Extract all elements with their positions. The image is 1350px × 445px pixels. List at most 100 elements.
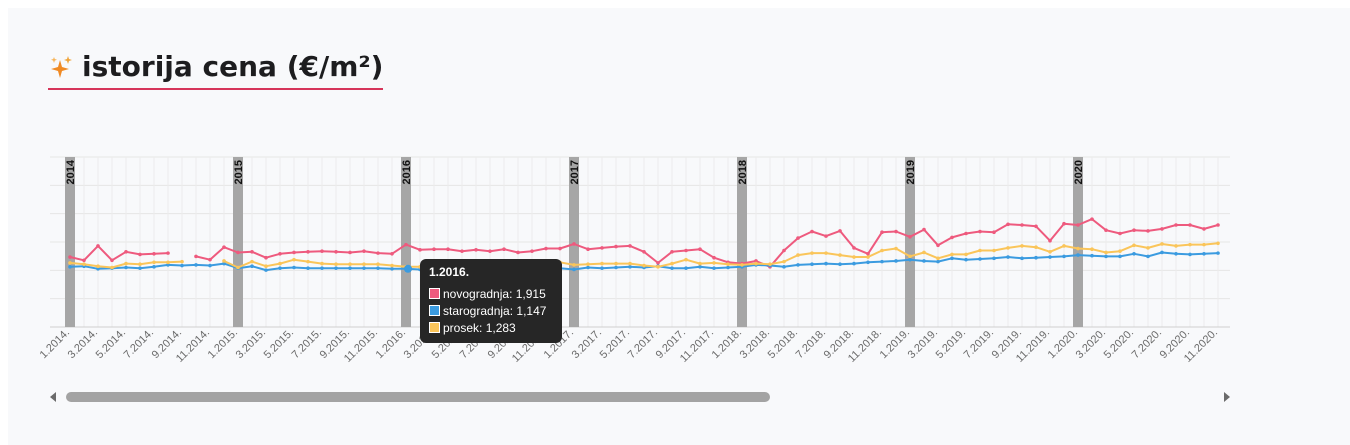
data-point[interactable] bbox=[754, 259, 758, 263]
data-point[interactable] bbox=[824, 261, 828, 266]
data-point[interactable] bbox=[866, 260, 870, 265]
data-point[interactable] bbox=[68, 255, 72, 259]
data-point[interactable] bbox=[768, 262, 772, 267]
data-point[interactable] bbox=[908, 234, 912, 239]
data-point[interactable] bbox=[166, 260, 170, 265]
data-point[interactable] bbox=[796, 263, 800, 267]
data-point[interactable] bbox=[1104, 228, 1108, 233]
data-point[interactable] bbox=[1146, 246, 1150, 250]
data-point[interactable] bbox=[278, 266, 282, 270]
data-point[interactable] bbox=[1216, 241, 1220, 246]
data-point[interactable] bbox=[1174, 244, 1178, 248]
data-point[interactable] bbox=[950, 252, 954, 257]
data-point[interactable] bbox=[796, 253, 800, 257]
data-point[interactable] bbox=[1090, 253, 1094, 258]
data-point[interactable] bbox=[1174, 223, 1178, 227]
data-point[interactable] bbox=[432, 247, 436, 251]
data-point[interactable] bbox=[642, 250, 646, 254]
data-point[interactable] bbox=[208, 257, 212, 262]
data-point[interactable] bbox=[964, 252, 968, 257]
data-point[interactable] bbox=[180, 263, 184, 268]
data-point[interactable] bbox=[558, 246, 562, 251]
data-point[interactable] bbox=[348, 262, 352, 267]
data-point[interactable] bbox=[614, 261, 618, 266]
data-point[interactable] bbox=[670, 250, 674, 254]
data-point[interactable] bbox=[880, 230, 884, 234]
data-point[interactable] bbox=[488, 249, 492, 253]
data-point[interactable] bbox=[1188, 252, 1192, 257]
data-point[interactable] bbox=[390, 251, 394, 256]
data-point[interactable] bbox=[222, 259, 226, 263]
data-point[interactable] bbox=[698, 261, 702, 266]
data-point[interactable] bbox=[320, 261, 324, 266]
data-point[interactable] bbox=[628, 244, 632, 248]
data-point[interactable] bbox=[894, 246, 898, 251]
data-point[interactable] bbox=[138, 266, 142, 270]
data-point[interactable] bbox=[1202, 227, 1206, 231]
data-point[interactable] bbox=[166, 251, 170, 255]
data-point[interactable] bbox=[992, 230, 996, 234]
data-point[interactable] bbox=[250, 264, 254, 268]
data-point[interactable] bbox=[1090, 217, 1094, 221]
scroll-left-arrow-icon[interactable] bbox=[50, 392, 56, 402]
data-point[interactable] bbox=[1118, 231, 1122, 236]
data-point[interactable] bbox=[810, 229, 814, 234]
data-point[interactable] bbox=[1034, 224, 1038, 229]
data-point[interactable] bbox=[348, 266, 352, 270]
data-point[interactable] bbox=[1146, 254, 1150, 259]
data-point[interactable] bbox=[404, 242, 408, 247]
data-point[interactable] bbox=[1076, 246, 1080, 251]
data-point[interactable] bbox=[838, 229, 842, 233]
data-point[interactable] bbox=[838, 253, 842, 257]
data-point[interactable] bbox=[1132, 251, 1136, 256]
scroll-right-arrow-icon[interactable] bbox=[1224, 392, 1230, 402]
data-point[interactable] bbox=[656, 265, 660, 269]
scroll-thumb[interactable] bbox=[66, 392, 770, 402]
data-point[interactable] bbox=[320, 249, 324, 253]
data-point[interactable] bbox=[810, 262, 814, 267]
data-point[interactable] bbox=[82, 258, 86, 263]
data-point[interactable] bbox=[446, 247, 450, 251]
data-point[interactable] bbox=[1020, 244, 1024, 248]
data-point[interactable] bbox=[236, 265, 240, 270]
data-point[interactable] bbox=[1048, 255, 1052, 259]
data-point[interactable] bbox=[922, 250, 926, 255]
data-point[interactable] bbox=[964, 231, 968, 236]
data-point[interactable] bbox=[1160, 250, 1164, 255]
data-point[interactable] bbox=[684, 257, 688, 262]
data-point[interactable] bbox=[390, 267, 394, 271]
data-point[interactable] bbox=[1090, 247, 1094, 251]
data-point[interactable] bbox=[418, 248, 422, 252]
data-point[interactable] bbox=[880, 259, 884, 264]
data-point[interactable] bbox=[628, 265, 632, 269]
data-point[interactable] bbox=[852, 246, 856, 250]
data-point[interactable] bbox=[1104, 250, 1108, 255]
data-point[interactable] bbox=[1006, 255, 1010, 259]
data-point[interactable] bbox=[124, 250, 128, 254]
data-point[interactable] bbox=[516, 250, 520, 255]
data-point[interactable] bbox=[782, 259, 786, 264]
data-point[interactable] bbox=[572, 263, 576, 267]
data-point[interactable] bbox=[586, 262, 590, 267]
data-point[interactable] bbox=[362, 249, 366, 253]
data-point[interactable] bbox=[82, 262, 86, 267]
data-point[interactable] bbox=[236, 250, 240, 255]
data-point[interactable] bbox=[1202, 242, 1206, 247]
data-point[interactable] bbox=[1118, 254, 1122, 259]
data-point[interactable] bbox=[908, 254, 912, 259]
data-point[interactable] bbox=[250, 259, 254, 264]
data-point[interactable] bbox=[824, 251, 828, 255]
data-point[interactable] bbox=[712, 255, 716, 260]
data-point[interactable] bbox=[292, 250, 296, 255]
data-point[interactable] bbox=[1020, 256, 1024, 261]
data-point[interactable] bbox=[992, 248, 996, 253]
data-point[interactable] bbox=[362, 266, 366, 270]
data-point[interactable] bbox=[390, 263, 394, 268]
data-point[interactable] bbox=[278, 251, 282, 256]
data-point[interactable] bbox=[306, 250, 310, 254]
data-point[interactable] bbox=[264, 255, 268, 260]
data-point[interactable] bbox=[460, 249, 464, 253]
data-point[interactable] bbox=[922, 259, 926, 263]
data-point[interactable] bbox=[334, 250, 338, 254]
data-point[interactable] bbox=[292, 257, 296, 262]
